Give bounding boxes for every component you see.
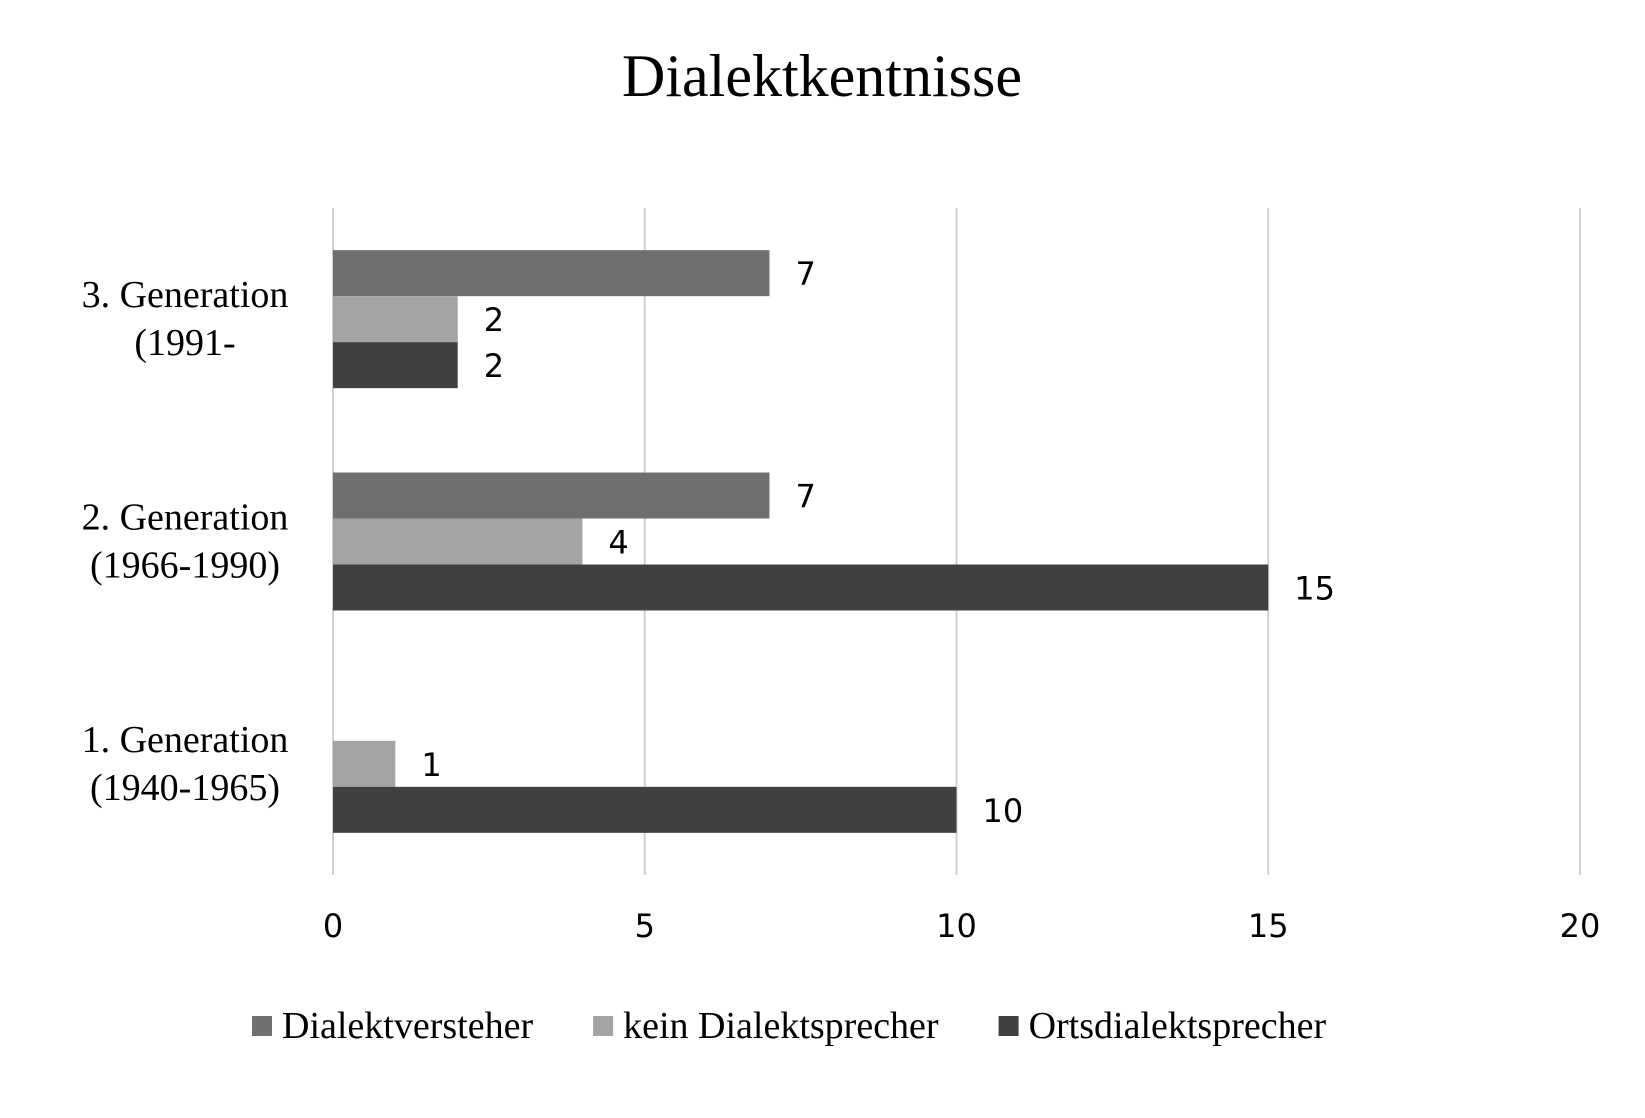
data-label-1-1: 4 — [608, 524, 628, 562]
legend-swatch-2 — [998, 1016, 1019, 1036]
legend-label-2: Ortsdialektsprecher — [1029, 1005, 1327, 1047]
bar-1-0 — [333, 472, 770, 519]
data-label-1-2: 15 — [1294, 570, 1335, 608]
x-tick-label-4: 20 — [1560, 907, 1601, 945]
bar-1-2 — [333, 564, 1269, 611]
x-tick-label-3: 15 — [1248, 907, 1289, 945]
bars — [333, 250, 1269, 833]
data-label-0-1: 1 — [421, 746, 441, 784]
bar-0-1 — [333, 740, 396, 787]
data-label-2-0: 7 — [795, 255, 815, 293]
x-tick-label-2: 10 — [936, 907, 977, 945]
category-label-1-1: (1966-1990) — [90, 545, 280, 587]
data-label-1-0: 7 — [795, 478, 815, 516]
data-label-0-2: 10 — [983, 792, 1024, 830]
category-label-0-0: 1. Generation — [82, 719, 289, 761]
x-tick-label-1: 5 — [635, 907, 655, 945]
category-label-1-0: 2. Generation — [82, 497, 289, 539]
legend-label-1: kein Dialektsprecher — [623, 1005, 939, 1047]
bar-2-0 — [333, 250, 770, 297]
category-labels: 1. Generation (1940-1965) 2. Generation (19… — [82, 274, 289, 809]
data-labels: 1 10 7 4 15 7 2 2 — [421, 255, 1335, 830]
legend-swatch-0 — [252, 1016, 272, 1036]
x-tick-label-0: 0 — [323, 907, 343, 945]
bar-1-1 — [333, 518, 583, 565]
legend-swatch-1 — [593, 1016, 614, 1036]
x-axis-tick-labels: 0 5 10 15 20 — [323, 907, 1601, 945]
category-label-0-1: (1940-1965) — [90, 767, 280, 809]
bar-2-1 — [333, 296, 458, 343]
legend: Dialektversteher kein Dialektsprecher Orts… — [252, 1005, 1326, 1047]
chart-title: Dialektkentnisse — [622, 43, 1022, 109]
data-label-2-2: 2 — [484, 347, 504, 385]
bar-0-2 — [333, 786, 957, 833]
legend-label-0: Dialektversteher — [282, 1005, 533, 1047]
bar-2-2 — [333, 342, 458, 389]
category-label-2-0: 3. Generation — [82, 274, 289, 316]
data-label-2-1: 2 — [484, 301, 504, 339]
category-label-2-1: (1991- — [134, 322, 235, 364]
